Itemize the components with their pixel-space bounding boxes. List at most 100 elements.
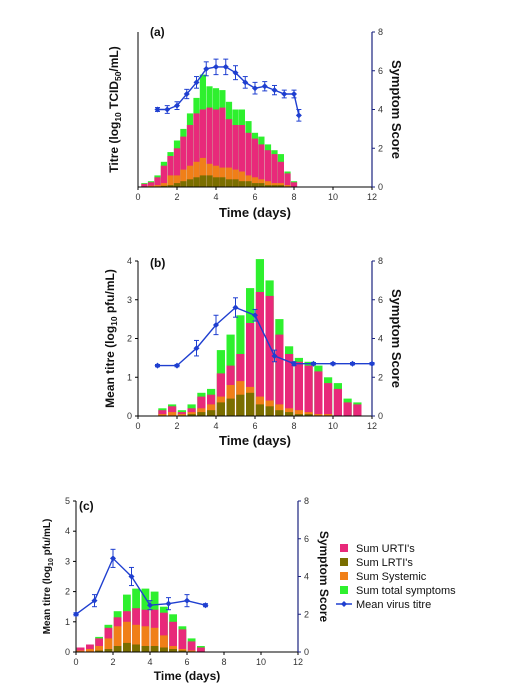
y-axis-label-part: pfu/mL) bbox=[103, 269, 117, 316]
x-tick-label: 6 bbox=[252, 421, 257, 431]
x-tick-label: 10 bbox=[256, 657, 266, 667]
bar-lrti bbox=[167, 185, 174, 187]
bar-systemic bbox=[238, 171, 245, 187]
bar-systemic bbox=[186, 165, 194, 187]
titre-point bbox=[202, 602, 209, 609]
bar-urti bbox=[186, 125, 194, 187]
bar-systemic bbox=[271, 183, 278, 187]
x-tick-label: 6 bbox=[184, 657, 189, 667]
bar-systemic bbox=[187, 412, 196, 416]
titre-point bbox=[232, 304, 239, 311]
titre-point bbox=[291, 91, 297, 97]
bar-lrti bbox=[197, 412, 206, 416]
bar-lrti bbox=[294, 414, 303, 416]
bar-lrti bbox=[225, 179, 233, 188]
y2-tick-label: 4 bbox=[304, 572, 309, 582]
bar-systemic bbox=[147, 185, 155, 187]
y2-tick-label: 0 bbox=[378, 182, 383, 192]
titre-point bbox=[291, 360, 297, 367]
y-axis-label-subscript: 10 bbox=[48, 558, 55, 566]
bar-urti bbox=[197, 396, 206, 416]
legend-label-lrti: Sum LRTI's bbox=[356, 557, 413, 569]
bar-urti bbox=[238, 125, 245, 187]
y-tick-label: 1 bbox=[127, 372, 132, 382]
x-tick-label: 10 bbox=[328, 421, 338, 431]
bar-lrti bbox=[304, 414, 313, 416]
bar-systemic bbox=[160, 183, 167, 187]
titre-point bbox=[184, 597, 190, 604]
titre-point bbox=[110, 555, 116, 562]
y2-tick-label: 8 bbox=[378, 27, 383, 37]
legend-label-titre: Mean virus titre bbox=[356, 599, 431, 611]
titre-point bbox=[174, 362, 180, 369]
bar-systemic bbox=[86, 649, 94, 652]
y2-tick-label: 0 bbox=[304, 647, 309, 657]
titre-point bbox=[193, 345, 200, 352]
y2-axis-label: Symptom Score bbox=[317, 531, 331, 623]
bar-urti bbox=[343, 402, 352, 416]
bar-systemic bbox=[123, 621, 131, 652]
bar-systemic bbox=[232, 169, 239, 187]
bar-urti bbox=[178, 629, 187, 652]
bar-systemic bbox=[324, 414, 333, 416]
legend-label-total: Sum total symptoms bbox=[356, 585, 456, 597]
bar-urti bbox=[285, 354, 294, 416]
bar-systemic bbox=[277, 183, 284, 187]
bar-systemic bbox=[154, 185, 161, 187]
bar-urti bbox=[271, 154, 278, 187]
bar-systemic bbox=[251, 177, 259, 187]
bar-systemic bbox=[158, 414, 167, 416]
titre-point bbox=[222, 63, 229, 70]
bar-urti bbox=[177, 412, 186, 416]
bar-lrti bbox=[265, 406, 274, 416]
bar-urti bbox=[212, 109, 220, 187]
titre-point bbox=[252, 312, 258, 319]
y-tick-label: 5 bbox=[65, 496, 70, 506]
bar-lrti bbox=[251, 183, 259, 187]
bar-lrti bbox=[169, 649, 177, 652]
bar-lrti bbox=[258, 183, 265, 187]
bar-lrti bbox=[212, 177, 220, 187]
y2-axis-label: Symptom Score bbox=[389, 60, 404, 159]
titre-point bbox=[213, 63, 219, 70]
bar-urti bbox=[168, 406, 177, 416]
bar-systemic bbox=[193, 161, 200, 187]
bar-urti bbox=[167, 156, 174, 187]
bar-lrti bbox=[275, 410, 284, 416]
titre-point bbox=[165, 600, 172, 607]
bar-systemic bbox=[113, 626, 122, 652]
bar-urti bbox=[264, 150, 272, 187]
bar-lrti bbox=[245, 181, 252, 187]
titre-point bbox=[252, 85, 258, 92]
bar-urti bbox=[255, 292, 264, 416]
bar-urti bbox=[173, 148, 181, 188]
x-tick-label: 4 bbox=[147, 657, 152, 667]
y2-tick-label: 4 bbox=[378, 334, 383, 344]
bar-systemic bbox=[173, 175, 181, 187]
x-tick-label: 8 bbox=[221, 657, 226, 667]
y-axis-label: Mean titre (log10 pfu/mL) bbox=[103, 269, 119, 408]
bar-lrti bbox=[246, 392, 255, 417]
bar-urti bbox=[216, 373, 225, 416]
bar-systemic bbox=[104, 638, 113, 652]
bar-urti bbox=[275, 334, 284, 416]
bar-systemic bbox=[167, 175, 174, 187]
bar-lrti bbox=[271, 185, 278, 187]
bar-lrti bbox=[206, 175, 213, 187]
y-axis-label-part: pfu/mL) bbox=[42, 519, 53, 558]
legend-swatch-urti bbox=[340, 544, 348, 552]
titre-point bbox=[349, 360, 356, 367]
y-tick-label: 3 bbox=[65, 556, 70, 566]
x-tick-label: 8 bbox=[291, 192, 296, 202]
titre-point bbox=[154, 106, 161, 113]
y-axis-label: Titre (log10 TCID50/mL) bbox=[107, 46, 123, 172]
bar-lrti bbox=[160, 647, 168, 652]
y2-tick-label: 2 bbox=[378, 372, 383, 382]
bar-lrti bbox=[236, 394, 245, 416]
y-axis-label-subscript: 10 bbox=[113, 112, 123, 122]
bar-lrti bbox=[285, 412, 294, 416]
titre-line bbox=[157, 66, 300, 116]
panel-label: (b) bbox=[150, 256, 165, 270]
x-tick-label: 8 bbox=[291, 421, 296, 431]
